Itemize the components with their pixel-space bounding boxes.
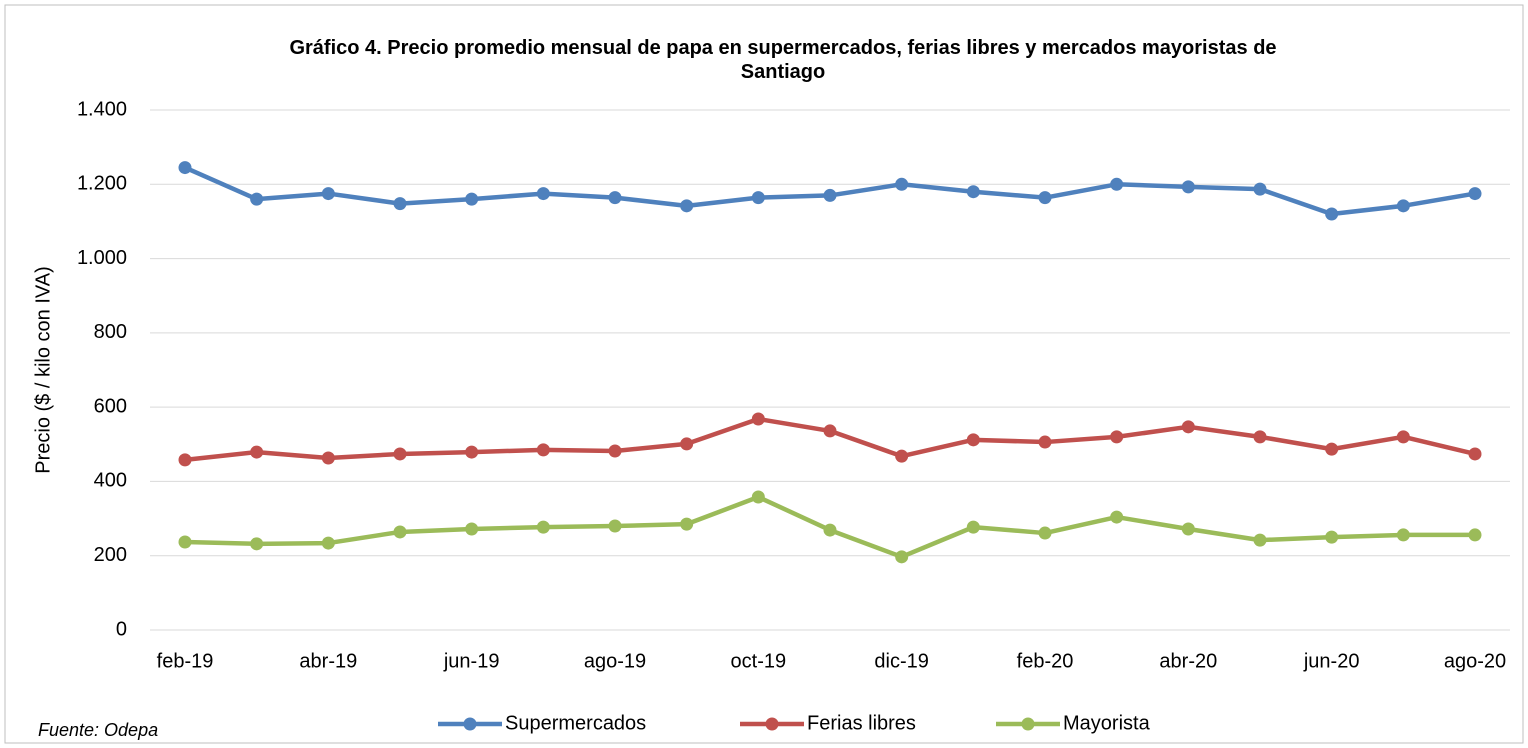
- y-tick-label: 600: [94, 395, 127, 417]
- data-point: [1468, 528, 1482, 542]
- data-point: [823, 523, 837, 537]
- x-tick-label: ago-19: [584, 650, 646, 672]
- data-point: [536, 520, 550, 534]
- data-point: [823, 424, 837, 438]
- data-point: [1038, 435, 1052, 449]
- data-point: [321, 451, 335, 465]
- data-point: [751, 490, 765, 504]
- data-point: [178, 161, 192, 175]
- x-tick-label: ago-20: [1444, 650, 1506, 672]
- data-point: [1110, 430, 1124, 444]
- legend-label: Supermercados: [505, 712, 646, 734]
- data-point: [1253, 430, 1267, 444]
- data-point: [680, 199, 694, 213]
- data-point: [321, 536, 335, 550]
- legend-marker: [463, 717, 477, 731]
- x-tick-label: abr-19: [299, 650, 357, 672]
- x-tick-label: oct-19: [731, 650, 787, 672]
- data-point: [1325, 207, 1339, 221]
- data-point: [178, 453, 192, 467]
- data-point: [680, 437, 694, 451]
- data-point: [1038, 526, 1052, 540]
- data-point: [1253, 533, 1267, 547]
- y-axis-label: Precio ($ / kilo con IVA): [32, 266, 54, 473]
- x-tick-label: jun-19: [443, 650, 500, 672]
- x-tick-label: jun-20: [1303, 650, 1360, 672]
- data-point: [608, 519, 622, 533]
- data-point: [608, 444, 622, 458]
- data-point: [966, 185, 980, 199]
- data-point: [536, 187, 550, 201]
- data-point: [178, 535, 192, 549]
- data-point: [465, 192, 479, 206]
- data-point: [393, 525, 407, 539]
- y-tick-label: 1.400: [77, 98, 127, 120]
- data-point: [1181, 420, 1195, 434]
- data-point: [465, 445, 479, 459]
- data-point: [751, 412, 765, 426]
- legend-label: Mayorista: [1063, 712, 1151, 734]
- data-point: [465, 522, 479, 536]
- y-tick-label: 0: [116, 618, 127, 640]
- data-point: [250, 537, 264, 551]
- chart-title: Gráfico 4. Precio promedio mensual de pa…: [289, 37, 1277, 83]
- data-point: [1396, 199, 1410, 213]
- data-point: [608, 191, 622, 205]
- data-point: [321, 187, 335, 201]
- data-point: [393, 447, 407, 461]
- data-point: [823, 188, 837, 202]
- data-point: [1110, 510, 1124, 524]
- data-point: [1038, 191, 1052, 205]
- legend-marker: [765, 717, 779, 731]
- data-point: [751, 191, 765, 205]
- data-point: [1110, 177, 1124, 191]
- data-point: [250, 445, 264, 459]
- data-point: [1181, 522, 1195, 536]
- y-tick-label: 800: [94, 321, 127, 343]
- y-tick-label: 1.200: [77, 173, 127, 195]
- x-tick-label: feb-19: [157, 650, 214, 672]
- data-point: [1468, 187, 1482, 201]
- y-tick-label: 400: [94, 470, 127, 492]
- data-point: [680, 517, 694, 531]
- data-point: [1253, 182, 1267, 196]
- data-point: [1325, 442, 1339, 456]
- data-point: [393, 197, 407, 211]
- legend-label: Ferias libres: [807, 712, 916, 734]
- data-point: [536, 443, 550, 457]
- data-point: [895, 449, 909, 463]
- y-tick-label: 1.000: [77, 247, 127, 269]
- data-point: [1325, 530, 1339, 544]
- data-point: [1396, 528, 1410, 542]
- data-point: [250, 192, 264, 206]
- data-point: [1396, 430, 1410, 444]
- x-tick-label: abr-20: [1159, 650, 1217, 672]
- data-point: [1181, 180, 1195, 194]
- y-tick-label: 200: [94, 544, 127, 566]
- data-point: [895, 177, 909, 191]
- data-point: [966, 520, 980, 534]
- data-point: [966, 433, 980, 447]
- source: Fuente: Odepa: [38, 720, 158, 740]
- legend-marker: [1021, 717, 1035, 731]
- x-tick-label: dic-19: [874, 650, 928, 672]
- x-tick-label: feb-20: [1017, 650, 1074, 672]
- data-point: [895, 550, 909, 564]
- data-point: [1468, 447, 1482, 461]
- chart-border: [4, 4, 1524, 744]
